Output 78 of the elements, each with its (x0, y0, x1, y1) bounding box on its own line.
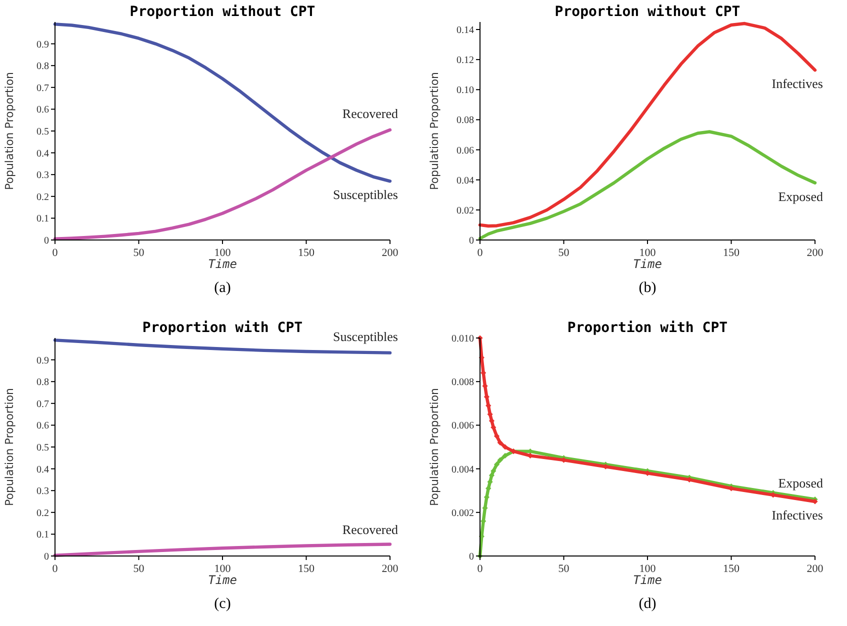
text: (c) (214, 596, 231, 612)
y-tick-label: 0.3 (36, 170, 49, 182)
x-tick-label: 0 (52, 563, 58, 575)
text: (a) (214, 280, 231, 296)
chart-title: Proportion with CPT (142, 320, 303, 336)
y-tick-label: 0.9 (36, 355, 49, 366)
text: (d) (638, 596, 656, 612)
y-tick-label: 0.08 (456, 115, 474, 126)
y-tick-label: 0.006 (452, 420, 474, 432)
chart-title: Proportion without CPT (130, 4, 316, 20)
y-tick-label: 0.6 (36, 420, 49, 432)
y-tick-label: 0 (469, 552, 474, 562)
y-tick-label: 0.7 (36, 398, 49, 410)
y-tick-label: 0.12 (456, 55, 474, 66)
x-tick-label: 150 (723, 563, 740, 575)
y-tick-label: 0.5 (36, 126, 49, 138)
y-tick-label: 0 (469, 236, 474, 246)
text: (b) (638, 280, 656, 296)
x-tick-label: 200 (382, 563, 399, 575)
y-tick-label: 0.008 (452, 377, 474, 388)
y-tick-label: 0.14 (456, 25, 474, 36)
y-tick-label: 0.6 (36, 104, 49, 116)
x-tick-label: 150 (723, 247, 740, 259)
series-label: Susceptibles (333, 187, 398, 202)
x-tick-label: 100 (639, 563, 656, 575)
series-label: Exposed (778, 188, 824, 204)
y-tick-label: 0.002 (452, 508, 474, 519)
x-tick-label: 100 (214, 247, 232, 259)
x-tick-label: 200 (806, 247, 824, 259)
x-tick-label: 0 (52, 247, 58, 259)
x-tick-label: 50 (133, 247, 145, 259)
x-tick-label: 100 (639, 247, 656, 259)
x-tick-label: 50 (558, 563, 570, 575)
y-tick-label: 0 (44, 552, 49, 562)
y-tick-label: 0.10 (456, 85, 474, 96)
y-tick-label: 0.04 (456, 175, 474, 186)
y-axis-title: Population Proportion (3, 388, 16, 506)
y-tick-label: 0.1 (36, 214, 49, 225)
x-tick-label: 100 (214, 563, 232, 575)
x-axis-title: Time (633, 573, 662, 587)
y-tick-label: 0.02 (456, 205, 474, 216)
x-tick-label: 150 (298, 563, 315, 575)
y-axis-title: Population Proportion (3, 72, 16, 190)
y-tick-label: 0.4 (36, 464, 49, 476)
y-axis-title: Population Proportion (428, 72, 441, 190)
x-axis-title: Time (633, 257, 662, 271)
chart-title: Proportion with CPT (567, 320, 728, 336)
y-axis-title: Population Proportion (428, 388, 441, 506)
x-tick-label: 200 (382, 247, 399, 259)
series-label: Infectives (772, 508, 823, 522)
y-tick-label: 0.8 (36, 377, 49, 388)
y-tick-label: 0.9 (36, 39, 49, 50)
chart-title: Proportion without CPT (554, 4, 740, 20)
y-tick-label: 0.1 (36, 530, 49, 541)
x-tick-label: 0 (477, 247, 484, 259)
x-tick-label: 50 (558, 247, 570, 259)
x-tick-label: 150 (298, 247, 315, 259)
y-tick-label: 0.06 (456, 145, 474, 156)
y-tick-label: 0.2 (36, 508, 49, 519)
y-tick-label: 0.5 (36, 442, 49, 454)
series-label: Recovered (342, 522, 398, 538)
y-tick-label: 0.010 (452, 334, 474, 344)
y-tick-label: 0.8 (36, 61, 49, 72)
x-axis-title: Time (208, 573, 237, 587)
x-tick-label: 0 (477, 563, 484, 575)
series-label: Recovered (342, 106, 398, 121)
x-axis-title: Time (208, 257, 237, 271)
y-tick-label: 0.004 (452, 464, 474, 476)
y-tick-label: 0.4 (36, 148, 49, 160)
y-tick-label: 0.7 (36, 82, 49, 94)
x-tick-label: 200 (806, 563, 824, 575)
series-label: Infectives (772, 76, 823, 92)
series-label: Susceptibles (333, 328, 398, 344)
y-tick-label: 0.2 (36, 192, 49, 203)
x-tick-label: 50 (133, 563, 145, 575)
series-label: Exposed (778, 475, 824, 490)
y-tick-label: 0 (44, 236, 49, 246)
y-tick-label: 0.3 (36, 486, 49, 498)
